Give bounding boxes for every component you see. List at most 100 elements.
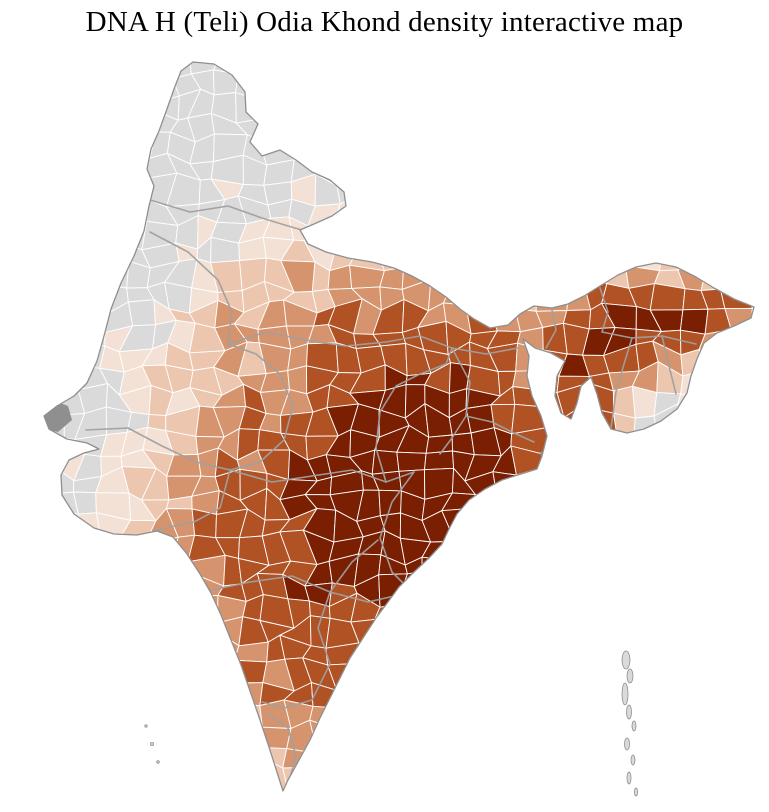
district-cell[interactable]	[510, 739, 548, 773]
district-cell[interactable]	[721, 741, 742, 766]
district-cell[interactable]	[542, 677, 566, 706]
district-cell[interactable]	[739, 741, 769, 773]
district-cell[interactable]	[495, 594, 523, 619]
district-cell[interactable]	[187, 660, 226, 689]
district-cell[interactable]	[638, 688, 663, 711]
district-cell[interactable]	[216, 784, 249, 812]
district-cell[interactable]	[609, 240, 636, 267]
district-cell[interactable]	[716, 157, 752, 188]
district-cell[interactable]	[28, 492, 61, 520]
district-cell[interactable]	[719, 701, 753, 732]
district-cell[interactable]	[52, 550, 88, 584]
district-cell[interactable]	[696, 764, 723, 787]
district-cell[interactable]	[602, 551, 638, 584]
district-cell[interactable]	[418, 134, 454, 167]
district-cell[interactable]	[603, 599, 637, 622]
district-cell[interactable]	[51, 95, 84, 123]
district-cell[interactable]	[473, 537, 502, 555]
district-cell[interactable]	[470, 112, 496, 145]
district-cell[interactable]	[394, 51, 433, 78]
district-cell[interactable]	[76, 635, 111, 669]
district-cell[interactable]	[55, 154, 80, 185]
district-cell[interactable]	[357, 47, 386, 83]
district-cell[interactable]	[558, 218, 590, 249]
district-cell[interactable]	[72, 578, 109, 607]
district-cell[interactable]	[31, 739, 57, 775]
district-cell[interactable]	[694, 218, 731, 243]
district-cell[interactable]	[559, 564, 583, 582]
district-cell[interactable]	[30, 769, 56, 787]
district-cell[interactable]	[75, 299, 109, 333]
district-cell[interactable]	[306, 89, 339, 124]
district-cell[interactable]	[585, 89, 617, 123]
district-cell[interactable]	[379, 765, 405, 795]
district-cell[interactable]	[670, 151, 696, 184]
district-cell[interactable]	[146, 702, 176, 729]
district-cell[interactable]	[515, 97, 540, 123]
district-cell[interactable]	[750, 198, 769, 229]
district-cell[interactable]	[582, 635, 610, 660]
district-cell[interactable]	[105, 614, 123, 642]
district-cell[interactable]	[677, 393, 701, 414]
district-cell[interactable]	[694, 197, 720, 228]
district-cell[interactable]	[222, 659, 243, 689]
district-cell[interactable]	[354, 117, 385, 133]
district-cell[interactable]	[588, 239, 616, 271]
district-cell[interactable]	[283, 51, 316, 83]
district-cell[interactable]	[428, 237, 448, 268]
district-cell[interactable]	[104, 51, 132, 71]
district-cell[interactable]	[309, 719, 339, 754]
district-cell[interactable]	[119, 702, 149, 731]
district-cell[interactable]	[470, 162, 501, 187]
district-cell[interactable]	[373, 70, 405, 99]
district-cell[interactable]	[328, 773, 358, 791]
island-district[interactable]	[621, 650, 631, 670]
district-cell[interactable]	[421, 768, 456, 795]
district-cell[interactable]	[165, 680, 198, 705]
district-cell[interactable]	[745, 488, 767, 521]
district-cell[interactable]	[77, 201, 105, 227]
district-cell[interactable]	[583, 198, 616, 230]
district-cell[interactable]	[59, 635, 88, 668]
district-cell[interactable]	[148, 760, 175, 793]
district-cell[interactable]	[719, 676, 754, 706]
district-cell[interactable]	[542, 656, 568, 680]
district-cell[interactable]	[490, 581, 523, 603]
district-cell[interactable]	[584, 658, 617, 686]
district-cell[interactable]	[148, 744, 177, 773]
district-cell[interactable]	[469, 719, 502, 750]
district-cell[interactable]	[633, 415, 658, 438]
district-cell[interactable]	[740, 131, 769, 160]
district-cell[interactable]	[127, 685, 149, 709]
district-cell[interactable]	[283, 73, 309, 96]
district-cell[interactable]	[493, 739, 523, 773]
district-cell[interactable]	[417, 666, 453, 691]
district-cell[interactable]	[60, 216, 82, 248]
district-cell[interactable]	[444, 71, 477, 103]
district-cell[interactable]	[512, 697, 548, 730]
district-cell[interactable]	[34, 300, 57, 329]
district-cell[interactable]	[240, 726, 263, 755]
district-cell[interactable]	[269, 793, 289, 808]
district-cell[interactable]	[401, 135, 428, 167]
district-cell[interactable]	[725, 726, 750, 745]
district-cell[interactable]	[657, 151, 682, 181]
district-cell[interactable]	[740, 726, 769, 751]
district-cell[interactable]	[149, 596, 180, 623]
district-cell[interactable]	[240, 746, 270, 773]
district-cell[interactable]	[559, 580, 584, 605]
district-cell[interactable]	[174, 595, 202, 621]
district-cell[interactable]	[233, 57, 267, 78]
district-cell[interactable]	[34, 340, 60, 376]
district-cell[interactable]	[587, 143, 612, 167]
district-cell[interactable]	[652, 95, 673, 121]
district-cell[interactable]	[693, 580, 723, 601]
district-cell[interactable]	[671, 76, 698, 103]
district-cell[interactable]	[72, 70, 108, 98]
district-cell[interactable]	[517, 47, 546, 75]
district-cell[interactable]	[672, 686, 695, 706]
district-cell[interactable]	[400, 70, 433, 95]
district-cell[interactable]	[637, 703, 651, 733]
district-cell[interactable]	[583, 517, 615, 542]
district-cell[interactable]	[380, 739, 406, 772]
